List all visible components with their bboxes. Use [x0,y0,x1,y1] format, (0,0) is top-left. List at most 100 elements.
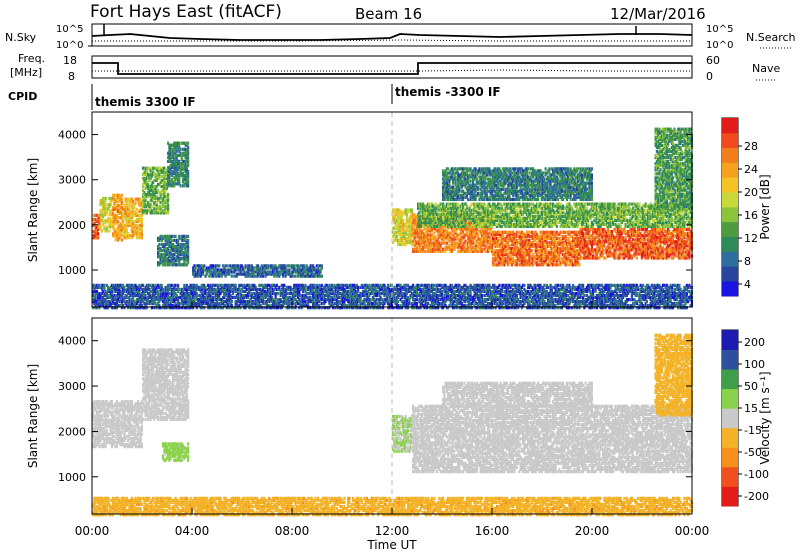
nave-line [92,69,692,72]
power-band-12 [417,202,693,228]
freq-tick-bottom: 8 [68,70,75,83]
velocity-band-1 [142,348,190,421]
xtick-label-0: 00:00 [75,524,110,538]
x-axis-label: Time UT [366,538,417,552]
beam-title: Beam 16 [355,5,422,23]
freq-label: Freq. [18,52,45,65]
velocity-cbar-tick-label-5: -50 [744,446,762,459]
velocity-cbar-tick-label-0: 200 [744,336,765,349]
power-colorbar-block-1 [722,266,738,282]
velocity-x-axis: 00:00 04:00 08:00 12:00 16:00 20:00 00:00 [75,301,710,538]
nave-tick-bottom: 0 [706,70,713,83]
power-band-5 [167,141,190,188]
power-cbar-tick-label-0: 28 [744,140,758,153]
power-cbar-tick-label-2: 20 [744,186,758,199]
xtick-label-4: 16:00 [475,524,510,538]
power-cbar-tick-label-3: 16 [744,209,758,222]
nsearch-label: N.Search [746,31,796,44]
power-colorbar-block-8 [722,162,738,178]
cpid-label: CPID [8,90,37,103]
velocity-y-axis-label: Slant Range [km] [26,364,40,468]
velocity-colorbar [722,330,738,507]
power-cbar-tick-label-1: 24 [744,163,758,176]
power-band-13 [442,167,593,201]
velocity-panel: 1000 2000 3000 4000 00:00 04:00 08:00 12:00 16:… [26,301,772,552]
velocity-ytick-label-1: 2000 [58,425,86,438]
nsky-label: N.Sky [5,31,37,44]
velocity-colorbar-block-0 [722,486,738,507]
power-ytick-label-1: 2000 [58,219,86,232]
power-y-axis: 1000 2000 3000 4000 [58,129,692,277]
power-colorbar-block-9 [722,147,738,163]
velocity-ytick-label-0: 1000 [58,471,86,484]
velocity-colorbar-label: Velocity [m s⁻¹] [758,371,772,464]
xtick-label-6: 00:00 [675,524,710,538]
power-cbar-tick-label-5: 8 [744,255,751,268]
velocity-colorbar-block-6 [722,369,738,390]
power-ytick-label-3: 4000 [58,129,86,142]
power-band-1 [99,196,113,233]
nsky-tick-top: 10^5 [56,24,83,35]
power-ytick-label-0: 1000 [58,264,86,277]
xtick-label-2: 08:00 [275,524,310,538]
power-band-3 [122,197,143,240]
velocity-colorbar-block-1 [722,466,738,487]
power-cbar-tick-label-4: 12 [744,232,758,245]
power-colorbar-block-0 [722,281,738,297]
power-colorbar-block-5 [722,207,738,223]
power-band-15 [92,283,693,310]
velocity-colorbar-block-5 [722,388,738,409]
nsearch-tick-top: 10^5 [706,24,733,35]
velocity-colorbar-ticks: 200 100 50 15 -15 -50 -100 -200 [738,336,769,503]
velocity-band-5 [442,381,593,408]
power-y-axis-label: Slant Range [km] [26,158,40,262]
power-colorbar-block-10 [722,132,738,148]
nsky-tick-bottom: 10^0 [56,40,83,51]
velocity-y-axis: 1000 2000 3000 4000 [58,335,692,484]
power-panel: 1000 2000 3000 4000 Slant Range [km] 28 24 20… [26,111,772,310]
freq-unit: [MHz] [10,66,42,79]
power-colorbar-block-11 [722,118,738,134]
xtick-label-1: 04:00 [175,524,210,538]
velocity-colorbar-block-3 [722,427,738,448]
velocity-colorbar-block-7 [722,349,738,370]
station-title: Fort Hays East (fitACF) [90,2,282,22]
velocity-cbar-tick-label-4: -15 [744,424,762,437]
power-data-marks [92,127,693,310]
nave-tick-top: 60 [706,54,720,67]
power-band-14 [654,127,693,210]
freq-panel-frame [91,55,693,79]
power-colorbar-block-6 [722,192,738,208]
xtick-label-3: 12:00 [375,524,410,538]
velocity-band-7 [92,496,693,517]
power-band-6 [157,234,190,267]
power-colorbar [722,118,738,297]
velocity-colorbar-block-2 [722,447,738,468]
velocity-cbar-tick-label-2: 50 [744,380,758,393]
power-band-0 [92,213,101,240]
velocity-cbar-tick-label-3: 15 [744,402,758,415]
cpid-segment-1: themis 3300 IF [95,95,196,109]
power-colorbar-block-4 [722,221,738,237]
velocity-ytick-label-2: 3000 [58,380,86,393]
freq-line [92,62,692,75]
power-band-7 [192,264,323,278]
power-cbar-tick-label-6: 4 [744,278,751,291]
velocity-colorbar-block-4 [722,408,738,429]
power-band-2 [112,193,123,242]
velocity-data-marks [92,333,693,517]
velocity-band-2 [162,442,190,462]
cpid-segment-2: themis -3300 IF [395,85,501,99]
freq-tick-top: 18 [63,54,77,67]
velocity-band-6 [654,333,693,417]
velocity-ytick-label-3: 4000 [58,335,86,348]
power-band-11 [579,228,693,260]
nave-label: Nave [752,62,780,75]
velocity-cbar-tick-label-7: -200 [744,490,769,503]
power-ytick-label-2: 3000 [58,174,86,187]
nsky-line [91,33,693,41]
power-colorbar-ticks: 28 24 20 16 12 8 4 [738,140,758,291]
power-colorbar-block-2 [722,251,738,267]
velocity-band-0 [92,400,143,449]
